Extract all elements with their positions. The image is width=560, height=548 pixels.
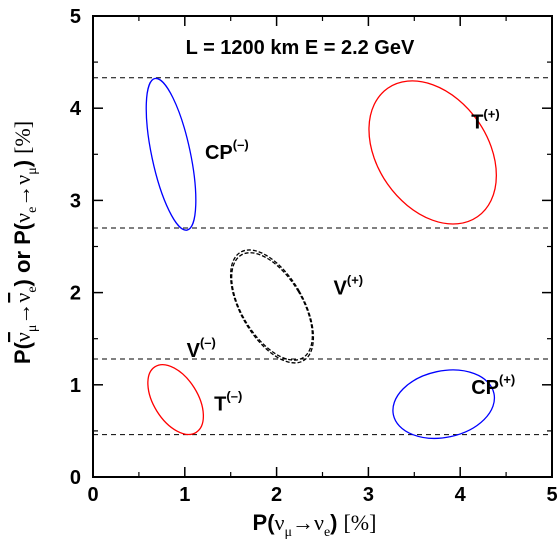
x-tick-label: 5 <box>546 484 557 506</box>
ellipse-v-minus <box>231 252 313 361</box>
x-axis-label: P(νμ→νe) [%] <box>253 510 377 540</box>
ellipse-t-minus <box>147 364 205 436</box>
series-label: V(–) <box>187 335 216 362</box>
x-tick-label: 3 <box>363 484 374 506</box>
x-tick-label: 1 <box>179 484 190 506</box>
series-label: CP(+) <box>471 372 515 399</box>
ellipse-cp-minus <box>145 77 197 231</box>
series-label: V(+) <box>334 272 364 299</box>
ellipse-cp-plus <box>392 369 496 439</box>
y-tick-label: 4 <box>70 98 82 120</box>
y-tick-label: 3 <box>70 190 81 212</box>
x-tick-label: 0 <box>87 484 98 506</box>
y-tick-label: 2 <box>70 283 81 305</box>
ellipse-t-plus <box>368 80 497 225</box>
y-axis-label: P(νμ→νe) or P(νe→νμ)[%] <box>10 121 40 364</box>
ellipse-v-plus <box>229 249 315 364</box>
horizontal-reference-lines <box>93 77 552 436</box>
y-tick-label: 5 <box>70 6 81 28</box>
series-label: CP(–) <box>205 137 249 164</box>
series-label: T(+) <box>471 106 499 133</box>
series-label: T(–) <box>214 389 242 416</box>
chart-title: L = 1200 km E = 2.2 GeV <box>186 37 415 59</box>
x-tick-label: 2 <box>271 484 282 506</box>
plot-frame <box>92 15 553 478</box>
x-tick-label: 4 <box>455 484 467 506</box>
y-tick-label: 1 <box>70 375 81 397</box>
y-tick-label: 0 <box>70 467 81 489</box>
y-axis-label-group: P(νμ→νe) or P(νe→νμ)[%] <box>10 121 40 364</box>
ellipse-labels: CP(–) T(+) V(+) V(–) T(–) CP(+) <box>187 106 516 415</box>
ticks: 0 1 2 3 4 5 0 1 2 3 4 5 <box>70 6 558 506</box>
ellipse-series <box>145 77 497 439</box>
